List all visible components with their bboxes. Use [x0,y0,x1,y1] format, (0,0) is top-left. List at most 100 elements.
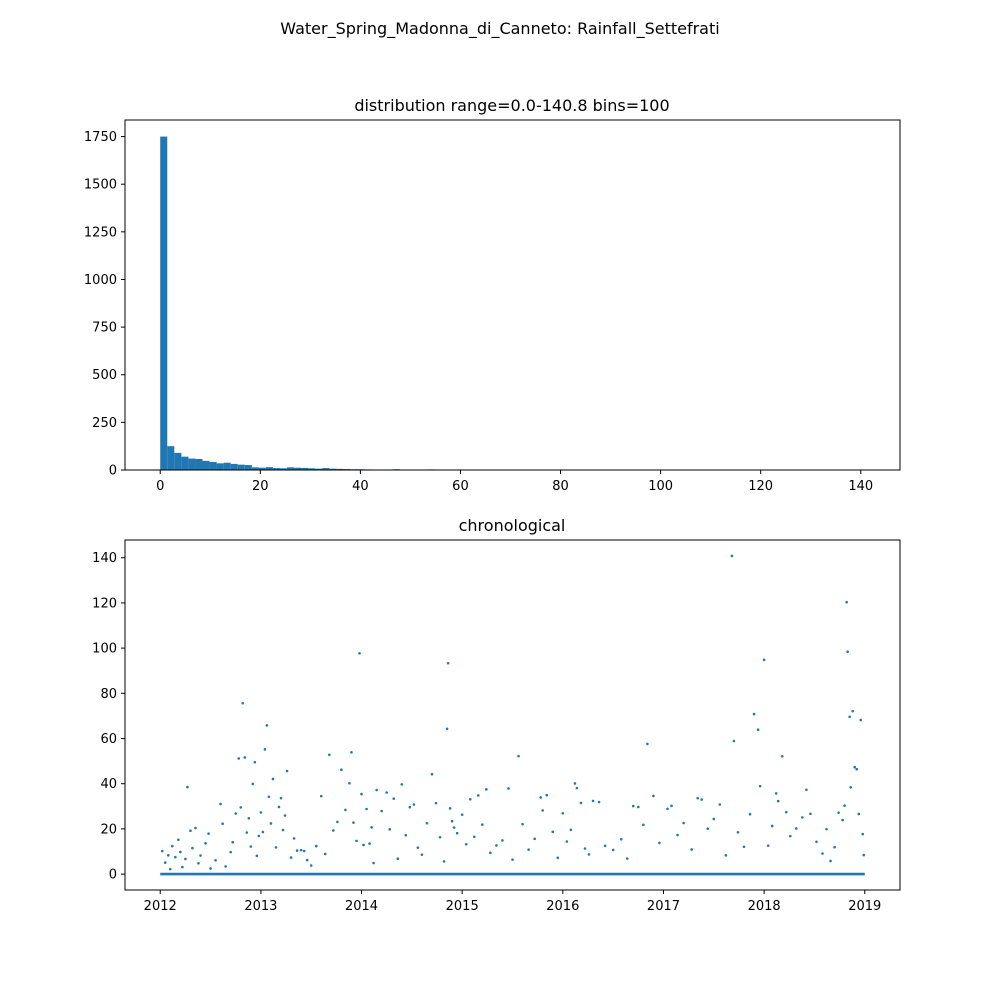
histogram-bar [251,467,259,470]
scatter-point [191,846,194,850]
scatter-point [795,827,798,830]
scatter-point [569,828,573,832]
y-tick-label: 20 [100,822,117,837]
y-tick-label: 1250 [84,225,117,240]
scatter-point [243,756,247,759]
scatter-point [247,816,251,820]
scatter-point [712,817,716,821]
scatter-point [455,831,459,835]
scatter-point [171,844,174,848]
scatter-point [253,760,257,764]
scatter-point [611,848,615,852]
scatter-point [425,821,429,825]
scatter-point [186,785,189,789]
scatter-point [430,772,434,776]
scatter-point [591,799,595,803]
histogram-bar [287,467,295,470]
scatter-point [360,792,363,796]
scatter-point [809,812,812,816]
scatter-point [448,807,452,810]
scatter-point [328,753,331,757]
scatter-point [485,788,488,791]
scatter-point [259,811,263,814]
scatter-point [821,852,824,855]
scatter-point [207,832,210,835]
scatter-point [199,854,202,857]
scatter-point [837,811,840,814]
scatter-point [841,818,844,822]
scatter-point [279,796,283,800]
scatter-point [412,803,416,806]
scatter-point [452,826,456,829]
scatter-point [556,856,560,860]
scatter-point [851,709,854,713]
scatter-point [285,769,289,773]
scatter-point [450,819,454,823]
histogram-bar [237,464,245,470]
scatter-x-ticks: 2012 2013 2014 2015 2016 2017 2018 2019 [144,890,881,914]
scatter-point [696,796,699,800]
scatter-point [637,805,640,809]
scatter-point [539,796,542,799]
scatter-point [766,844,770,847]
x-tick-label: 2019 [848,899,881,914]
scatter-point [168,867,172,871]
scatter-point [489,851,492,855]
scatter-point [575,786,579,790]
scatter-point [355,839,358,843]
scatter-point [267,795,271,799]
y-tick-label: 120 [92,596,117,611]
scatter-point [776,799,780,803]
scatter-point [545,793,549,797]
x-tick-label: 0 [156,479,164,494]
scatter-point [646,742,649,746]
scatter-point [700,798,704,801]
x-tick-label: 100 [648,479,673,494]
scatter-point [642,823,645,827]
scatter-point [234,812,238,815]
x-tick-label: 2015 [446,899,479,914]
y-tick-label: 1750 [84,130,117,145]
scatter-point [197,861,200,865]
scatter-point [241,701,245,705]
scatter-point [438,835,442,839]
scatter-point [517,754,520,758]
scatter-point [861,832,865,836]
scatter-point [352,821,355,824]
scatter-point [271,777,275,781]
scatter-point [336,820,339,824]
scatter-point [184,857,187,861]
scatter-point [365,807,368,811]
scatter-point [292,837,296,840]
scatter-point [788,834,792,838]
scatter-point [283,814,287,817]
scatter-point [784,810,788,814]
scatter-point [189,829,192,833]
scatter-point [446,661,450,665]
scatter-point [561,812,565,815]
scatter-point [507,787,510,790]
histogram-title: distribution range=0.0-140.8 bins=100 [354,96,669,115]
scatter-point [445,727,449,731]
scatter-title: chronological [459,516,566,535]
scatter-y-ticks: 0 20 40 60 80 100 120 140 [92,551,125,883]
histogram-bar [265,467,273,470]
y-tick-label: 1500 [84,178,117,193]
y-tick-label: 250 [92,416,117,431]
scatter-point [299,848,303,852]
scatter-point [269,822,273,825]
scatter-point [350,750,353,754]
scatter-point [257,834,261,838]
scatter-point [521,822,524,826]
scatter-point [742,845,746,849]
x-tick-label: 120 [748,479,773,494]
scatter-point [372,861,375,865]
scatter-point [752,712,756,716]
scatter-point [857,812,861,816]
scatter-point [370,826,373,829]
scatter-point [380,809,383,813]
scatter-point [281,828,285,832]
scatter-point [862,853,866,857]
scatter-point [408,805,412,809]
histogram-bar [301,467,309,470]
